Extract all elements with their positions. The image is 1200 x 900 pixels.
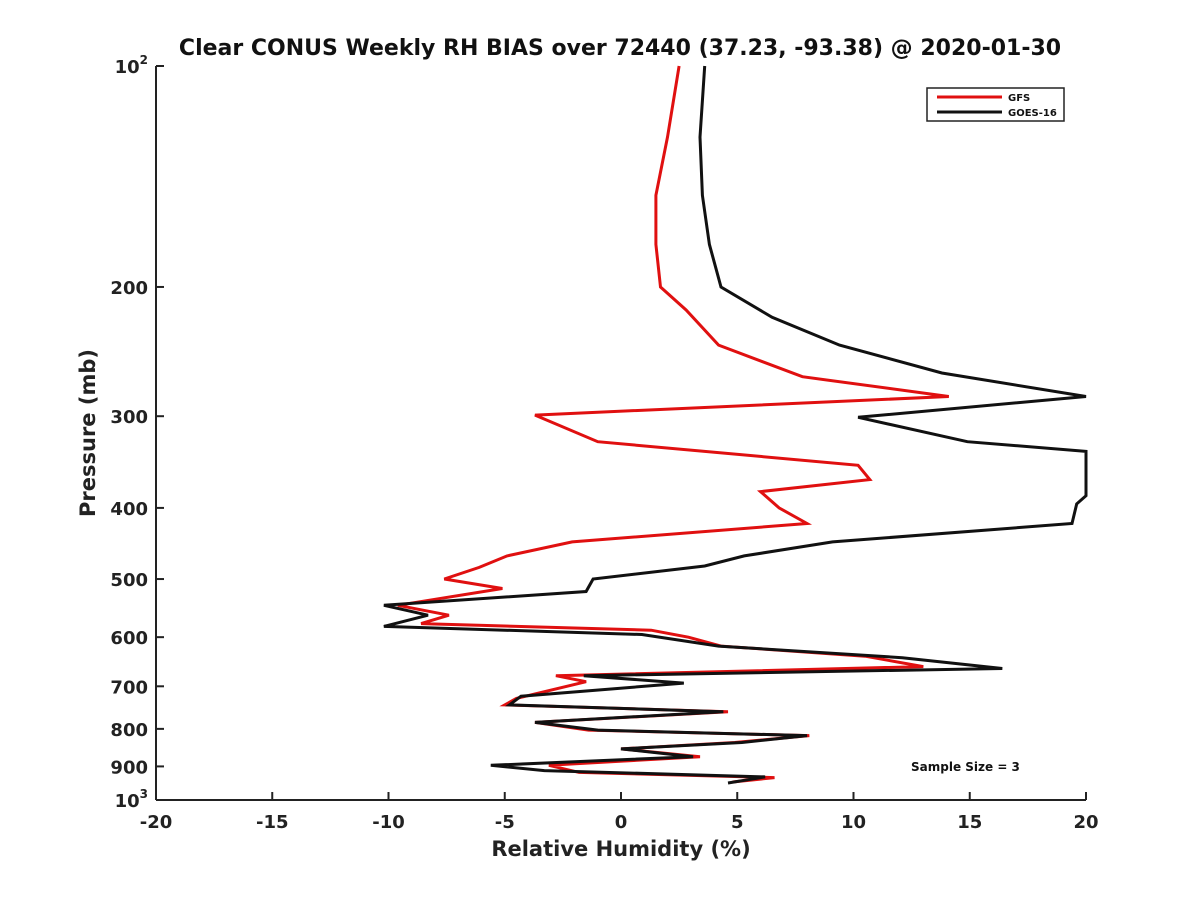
x-tick-label: -15 — [256, 812, 289, 833]
y-axis-ticks: 102 200 300 400 500 600 700 800 900 103 — [110, 53, 164, 812]
y-axis-label: Pressure (mb) — [76, 349, 100, 517]
y-tick-label: 500 — [110, 570, 148, 591]
legend: GFS GOES-16 — [926, 87, 1065, 122]
y-tick-label: 103 — [115, 787, 148, 812]
x-tick-label: -20 — [140, 812, 173, 833]
y-tick-label: 102 — [115, 53, 148, 78]
y-tick-label: 300 — [110, 407, 148, 428]
legend-box — [926, 87, 1065, 122]
y-tick-label: 200 — [110, 278, 148, 299]
y-tick-label: 700 — [110, 677, 148, 698]
x-tick-label: 0 — [615, 812, 628, 833]
x-tick-label: 15 — [957, 812, 982, 833]
x-axis-ticks: -20 -15 -10 -5 0 5 10 15 20 — [140, 792, 1099, 833]
x-tick-label: 10 — [841, 812, 866, 833]
sample-size-annotation: Sample Size = 3 — [911, 760, 1020, 774]
x-axis-label: Relative Humidity (%) — [491, 837, 750, 861]
series-lines — [383, 65, 1088, 785]
y-tick-label: 800 — [110, 720, 148, 741]
x-tick-label: 5 — [731, 812, 744, 833]
y-tick-label: 900 — [110, 757, 148, 778]
chart-title: Clear CONUS Weekly RH BIAS over 72440 (3… — [179, 36, 1061, 61]
x-tick-label: -5 — [495, 812, 515, 833]
legend-label: GFS — [1008, 93, 1030, 104]
y-tick-label: 400 — [110, 499, 148, 520]
x-tick-label: 20 — [1073, 812, 1098, 833]
legend-label: GOES-16 — [1008, 108, 1057, 119]
series-line-goes-16 — [383, 65, 1088, 785]
x-tick-label: -10 — [372, 812, 405, 833]
y-tick-label: 600 — [110, 628, 148, 649]
